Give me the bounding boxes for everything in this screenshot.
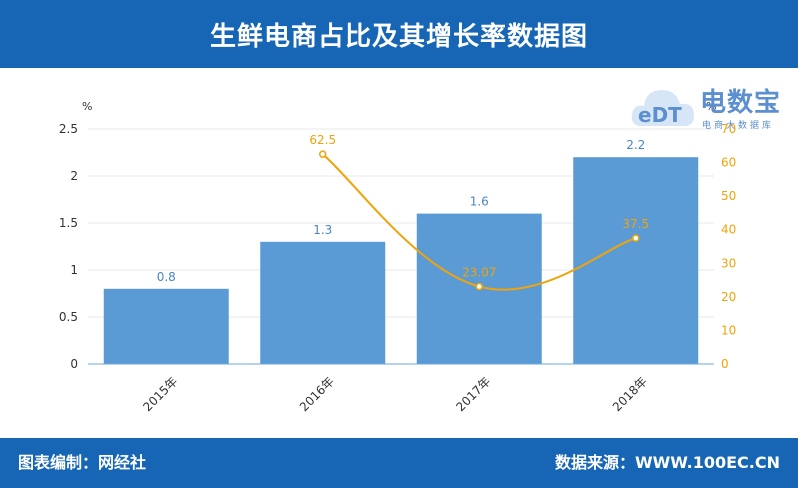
left-axis-tick-label: 2 — [70, 169, 78, 183]
chart-svg: 0 0.5 1 1.5 2 2.5 0 10 20 30 40 50 60 70% % 0.8 1.3 1.6 2.… — [59, 100, 736, 414]
bar-data-label: 2.2 — [626, 138, 645, 152]
logo: eDT 电数宝 电商大数据库 — [628, 76, 793, 140]
line-point — [475, 282, 483, 291]
left-axis-tick-label: 1 — [70, 263, 78, 277]
bar-data-label: 1.6 — [470, 195, 489, 209]
right-axis-tick-label: 0 — [721, 357, 729, 371]
right-axis-tick-label: 60 — [721, 156, 736, 170]
chart-title: 生鲜电商占比及其增长率数据图 — [209, 21, 588, 52]
right-axis-tick-label: 50 — [721, 189, 736, 203]
bar-data-label: 1.3 — [313, 223, 332, 237]
right-axis-unit: % — [706, 100, 716, 113]
bar — [573, 157, 699, 364]
right-axis-tick-label: 30 — [721, 256, 736, 270]
left-axis-tick-label: 2.5 — [59, 122, 78, 136]
right-axis-tick-label: 40 — [721, 223, 736, 237]
logo-subtitle: 电商大数据库 — [702, 121, 775, 131]
logo-brand: 电数宝 — [700, 88, 782, 118]
line-point — [319, 150, 327, 158]
line-data-label: 37.5 — [622, 217, 649, 231]
line-data-label: 23.07 — [462, 266, 496, 280]
bar — [260, 241, 386, 364]
left-axis-tick-label: 0.5 — [59, 310, 78, 324]
left-axis-tick-label: 1.5 — [59, 216, 78, 230]
bar — [103, 288, 229, 364]
right-axis-tick-label: 70 — [721, 122, 736, 136]
line-data-label: 62.5 — [309, 133, 336, 147]
x-tick-label: 2015年 — [140, 374, 180, 414]
footer-source: 数据来源：WWW.100EC.CN — [554, 453, 780, 472]
line-point — [632, 234, 640, 242]
x-tick-label: 2016年 — [297, 374, 337, 414]
footer-bar: 图表编制：网经社 数据来源：WWW.100EC.CN — [0, 438, 798, 488]
cloud-logo-icon: eDT — [631, 90, 694, 127]
header-bar: 生鲜电商占比及其增长率数据图 — [0, 0, 798, 68]
right-axis-tick-label: 10 — [721, 323, 736, 337]
x-tick-label: 2017年 — [453, 374, 493, 414]
right-axis-tick-label: 20 — [721, 290, 736, 304]
footer-credit: 图表编制：网经社 — [18, 453, 147, 472]
left-axis-tick-label: 0 — [70, 357, 78, 371]
bar-data-label: 0.8 — [157, 270, 176, 284]
logo-mark: eDT — [638, 103, 682, 127]
left-axis-unit: % — [82, 100, 92, 113]
x-tick-label: 2018年 — [610, 374, 650, 414]
chart-area: 0 0.5 1 1.5 2 2.5 0 10 20 30 40 50 60 70%% 0.8 1.3 1.6 2.… — [0, 68, 798, 438]
